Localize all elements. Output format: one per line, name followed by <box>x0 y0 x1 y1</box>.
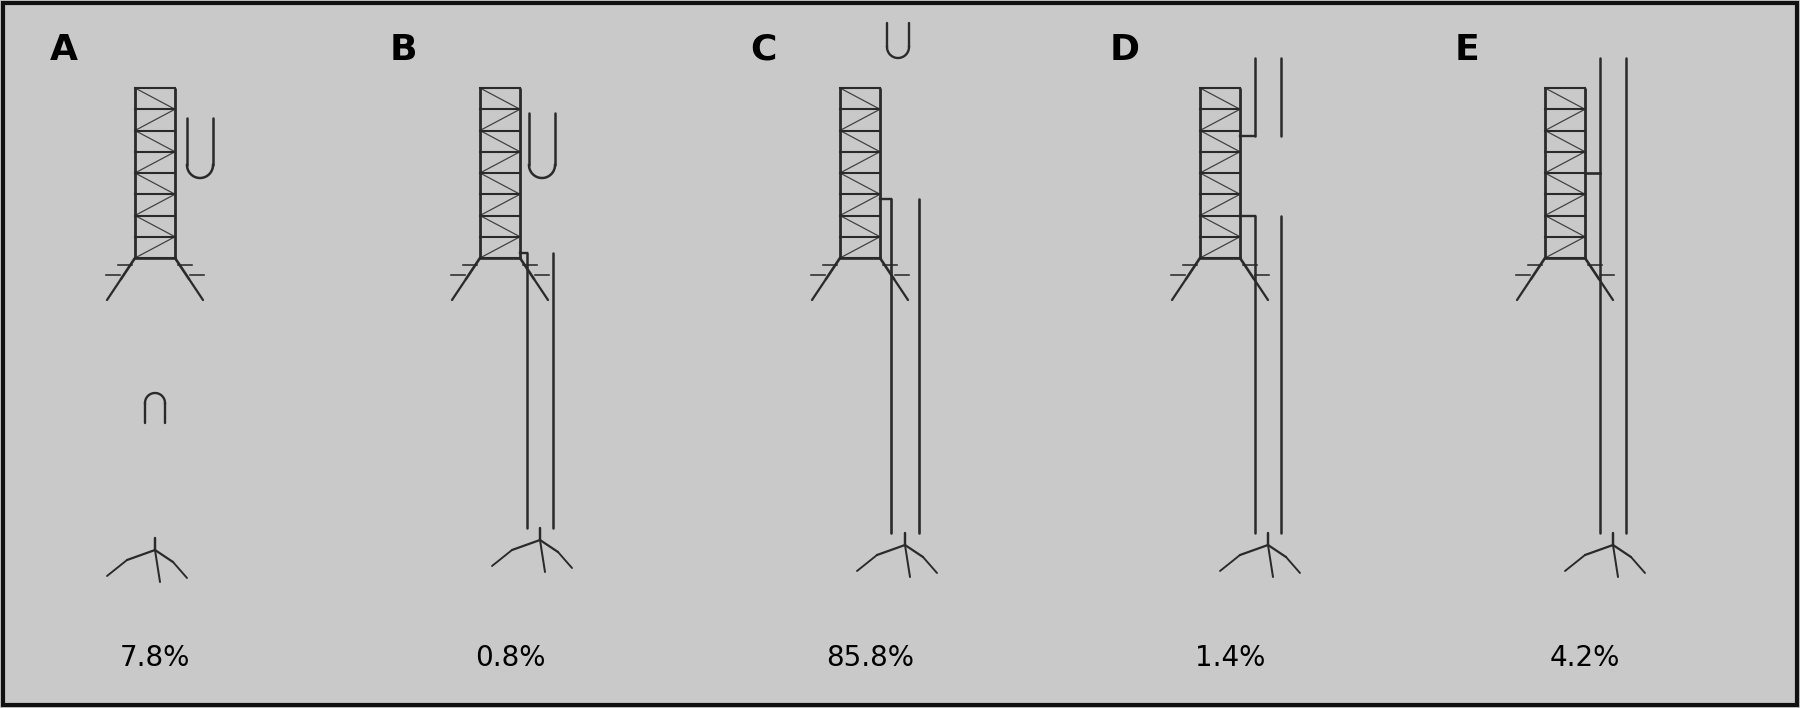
Text: B: B <box>391 33 418 67</box>
Text: 7.8%: 7.8% <box>121 644 191 672</box>
Text: A: A <box>50 33 77 67</box>
Text: C: C <box>751 33 776 67</box>
Text: 85.8%: 85.8% <box>826 644 914 672</box>
Text: 0.8%: 0.8% <box>475 644 545 672</box>
Text: 4.2%: 4.2% <box>1550 644 1620 672</box>
Text: E: E <box>1454 33 1480 67</box>
Text: D: D <box>1111 33 1139 67</box>
Text: 1.4%: 1.4% <box>1195 644 1265 672</box>
